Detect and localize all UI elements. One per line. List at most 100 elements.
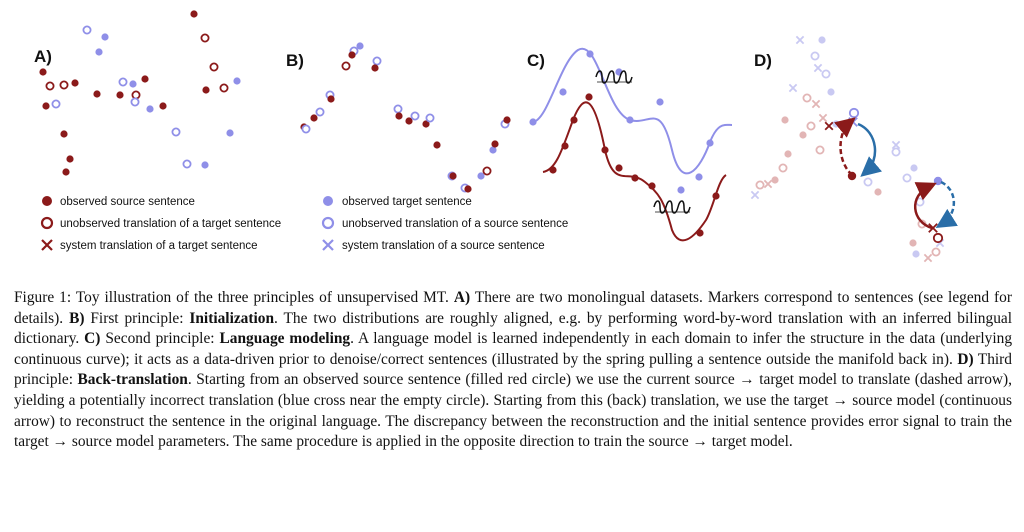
spring-icon	[653, 200, 691, 214]
figure-caption: Figure 1: Toy illustration of the three …	[14, 288, 1012, 453]
figure-1: A) B) C) D)	[34, 10, 958, 263]
caption-a-text: There are two monolingual datasets. Mark…	[14, 289, 1012, 327]
hollow-circle-marker	[182, 159, 192, 169]
panel-a-label: A)	[34, 47, 52, 66]
hollow-circle-marker	[372, 56, 382, 66]
filled-circle-marker	[95, 48, 103, 56]
filled-circle-marker	[101, 33, 109, 41]
filled-circle-marker	[71, 79, 79, 87]
hollow-circle-marker	[341, 61, 351, 71]
hollow-circle-marker	[863, 177, 873, 187]
hollow-circle-marker	[51, 99, 61, 109]
hollow-circle-marker	[82, 25, 92, 35]
figure-label: Figure 1:	[14, 289, 72, 306]
hollow-circle-marker	[59, 80, 69, 90]
filled-circle-marker	[781, 116, 789, 124]
filled-circle-marker	[371, 64, 379, 72]
cross-marker	[891, 140, 901, 150]
hollow-circle-marker	[810, 51, 820, 61]
dashed-arrow	[935, 180, 958, 228]
filled-circle-marker	[60, 130, 68, 138]
hollow-circle-marker	[891, 147, 901, 157]
hollow-circle-marker	[301, 124, 311, 134]
filled-circle-marker	[129, 80, 137, 88]
filled-circle-marker	[771, 176, 779, 184]
hollow-circle-marker	[932, 232, 944, 244]
filled-circle-marker	[615, 164, 623, 172]
hollow-circle-marker	[802, 93, 812, 103]
panel-c-points	[529, 50, 720, 237]
hollow-circle-marker	[171, 127, 181, 137]
filled-circle-marker	[464, 185, 472, 193]
hollow-circle-marker	[200, 33, 210, 43]
filled-circle-marker	[93, 90, 101, 98]
cross-marker	[818, 113, 828, 123]
filled-circle-marker	[39, 68, 47, 76]
panel-d-label: D)	[754, 51, 772, 70]
filled-circle-marker	[422, 120, 430, 128]
hollow-circle-marker	[45, 81, 55, 91]
hollow-circle-marker	[219, 83, 229, 93]
legend: observed source sentence unobserved tran…	[40, 196, 568, 252]
filled-circle-marker	[549, 166, 557, 174]
filled-circle-marker	[116, 91, 124, 99]
caption-d-principle: Back-translation	[77, 371, 188, 389]
caption-c-text: Second principle:	[100, 330, 220, 348]
filled-circle-marker	[832, 120, 840, 128]
filled-circle-marker	[677, 186, 685, 194]
filled-circle-marker	[503, 116, 511, 124]
hollow-circle-marker-icon	[40, 216, 54, 230]
cross-marker	[848, 117, 858, 127]
filled-circle-marker	[190, 10, 198, 18]
cross-marker	[923, 253, 933, 263]
hollow-circle-marker	[131, 90, 141, 100]
cross-marker	[788, 83, 798, 93]
filled-circle-marker	[561, 142, 569, 150]
filled-circle-marker	[491, 140, 499, 148]
legend-system-target-translation: system translation of a target sentence	[60, 240, 258, 252]
legend-observed-source: observed source sentence	[60, 196, 195, 208]
hollow-circle-marker	[902, 173, 912, 183]
legend-unobserved-target-translation: unobserved translation of a target sente…	[60, 218, 281, 230]
hollow-circle-marker	[931, 247, 941, 257]
caption-c-label: C)	[84, 330, 101, 348]
filled-circle-marker	[201, 161, 209, 169]
caption-d-description: . Starting from an observed source sente…	[14, 371, 1013, 451]
hollow-circle-marker	[410, 111, 420, 121]
cross-marker	[824, 121, 834, 131]
filled-circle-marker	[586, 50, 594, 58]
legend-unobserved-source-translation: unobserved translation of a source sente…	[342, 218, 568, 230]
panel-b-label: B)	[286, 51, 304, 70]
cross-marker-icon	[322, 239, 334, 251]
filled-circle-marker	[202, 86, 210, 94]
hollow-circle-marker	[393, 104, 403, 114]
filled-circle-marker	[62, 168, 70, 176]
filled-circle-marker	[784, 150, 792, 158]
filled-circle-marker	[327, 95, 335, 103]
filled-circle-marker	[910, 164, 918, 172]
filled-circle-marker	[559, 88, 567, 96]
filled-circle-marker	[356, 42, 364, 50]
panel-d-back-translation	[750, 35, 945, 263]
source-curve	[542, 101, 727, 242]
filled-circle-marker-icon	[42, 196, 52, 206]
filled-circle-marker	[433, 141, 441, 149]
caption-d-label: D)	[957, 350, 974, 368]
hollow-circle-marker	[755, 180, 765, 190]
hollow-circle-marker	[425, 113, 435, 123]
filled-circle-marker	[159, 102, 167, 110]
cross-marker	[795, 35, 805, 45]
spring-icon	[595, 70, 633, 84]
filled-circle-marker	[226, 129, 234, 137]
solid-arrow	[913, 182, 937, 230]
caption-b-text: First principle:	[84, 309, 190, 327]
hollow-circle-marker	[815, 145, 825, 155]
caption-a-label: A)	[453, 289, 471, 306]
cross-marker-icon	[41, 239, 53, 251]
target-curve	[532, 47, 733, 175]
filled-circle-marker	[310, 114, 318, 122]
hollow-circle-marker	[806, 121, 816, 131]
filled-circle-marker	[933, 176, 943, 186]
filled-circle-marker	[233, 77, 241, 85]
filled-circle-marker	[626, 116, 634, 124]
